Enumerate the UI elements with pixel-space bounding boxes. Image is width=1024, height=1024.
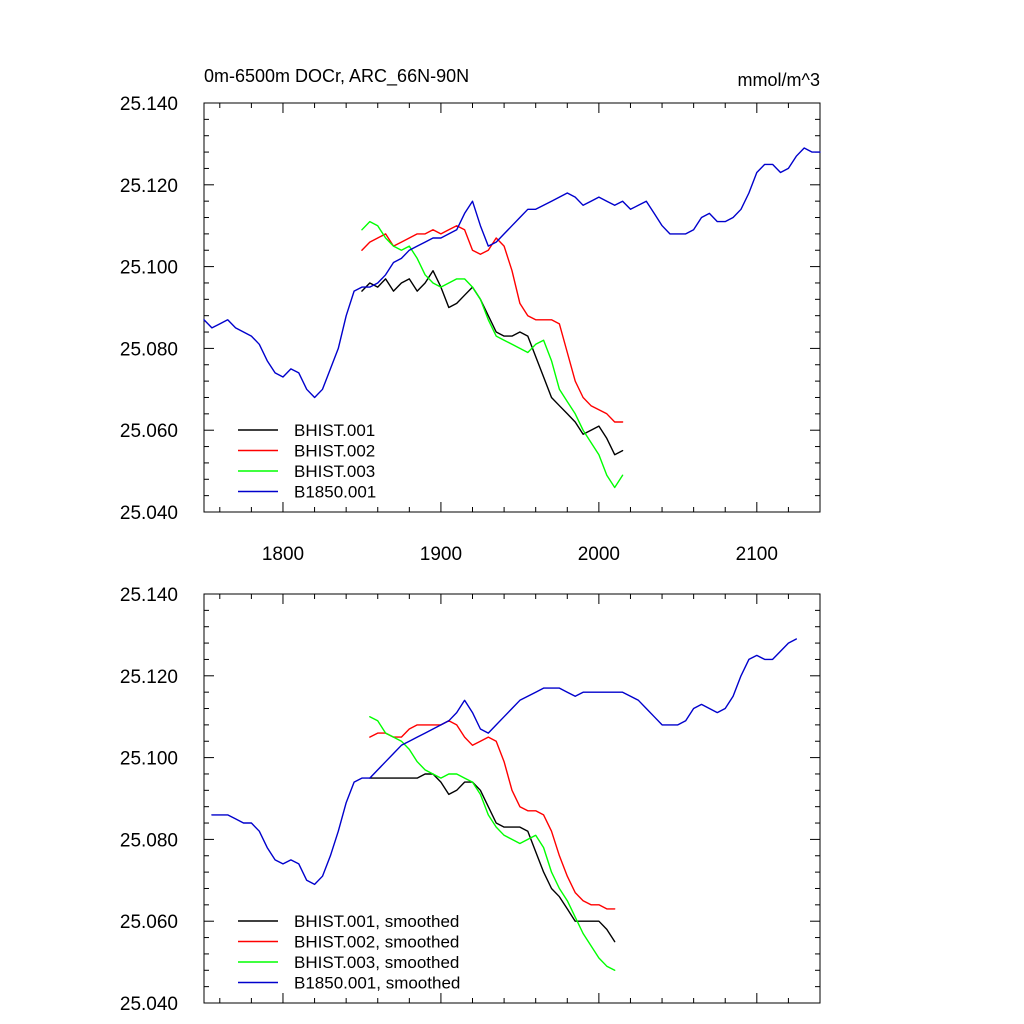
- y-tick-label: 25.080: [120, 339, 178, 360]
- legend-label: BHIST.001: [294, 421, 375, 440]
- y-tick-label: 25.120: [120, 176, 178, 197]
- y-tick-label: 25.120: [120, 667, 178, 688]
- legend-label: BHIST.002, smoothed: [294, 933, 459, 952]
- top-panel: 0m-6500m DOCr, ARC_66N-90N mmol/m^3 25.0…: [120, 66, 821, 565]
- series-line-1: [369, 720, 616, 910]
- y-tick-label: 25.060: [120, 421, 178, 442]
- series-line-3: [203, 147, 821, 399]
- series-line-3: [211, 638, 797, 886]
- x-tick-label: 1800: [262, 544, 304, 565]
- y-tick-label: 25.040: [120, 503, 178, 524]
- x-tick-label: 2100: [736, 544, 778, 565]
- series-line-2: [361, 220, 624, 489]
- legend-label: B1850.001: [294, 483, 376, 502]
- y-tick-label: 25.060: [120, 912, 178, 933]
- units-label: mmol/m^3: [738, 70, 820, 90]
- series-line-0: [369, 773, 616, 943]
- y-tick-label: 25.140: [120, 94, 178, 115]
- y-tick-label: 25.080: [120, 830, 178, 851]
- legend-label: BHIST.003, smoothed: [294, 953, 459, 972]
- legend-label: BHIST.002: [294, 442, 375, 461]
- plot-frame: [203, 593, 821, 1004]
- legend-label: BHIST.003: [294, 462, 375, 481]
- bottom-panel: 25.040 25.060 25.080 25.100 25.120 25.140 BHIS…: [120, 585, 821, 1015]
- y-tick-label: 25.100: [120, 258, 178, 279]
- legend-label: BHIST.001, smoothed: [294, 912, 459, 931]
- plot-frame: [203, 102, 821, 513]
- y-tick-label: 25.100: [120, 749, 178, 770]
- series-line-0: [361, 270, 624, 456]
- x-tick-label: 2000: [578, 544, 620, 565]
- x-tick-label: 1900: [420, 544, 462, 565]
- y-tick-label: 25.140: [120, 585, 178, 606]
- chart-title: 0m-6500m DOCr, ARC_66N-90N: [204, 66, 469, 87]
- legend-label: B1850.001, smoothed: [294, 974, 460, 993]
- series-line-2: [369, 716, 616, 971]
- y-tick-label: 25.040: [120, 994, 178, 1015]
